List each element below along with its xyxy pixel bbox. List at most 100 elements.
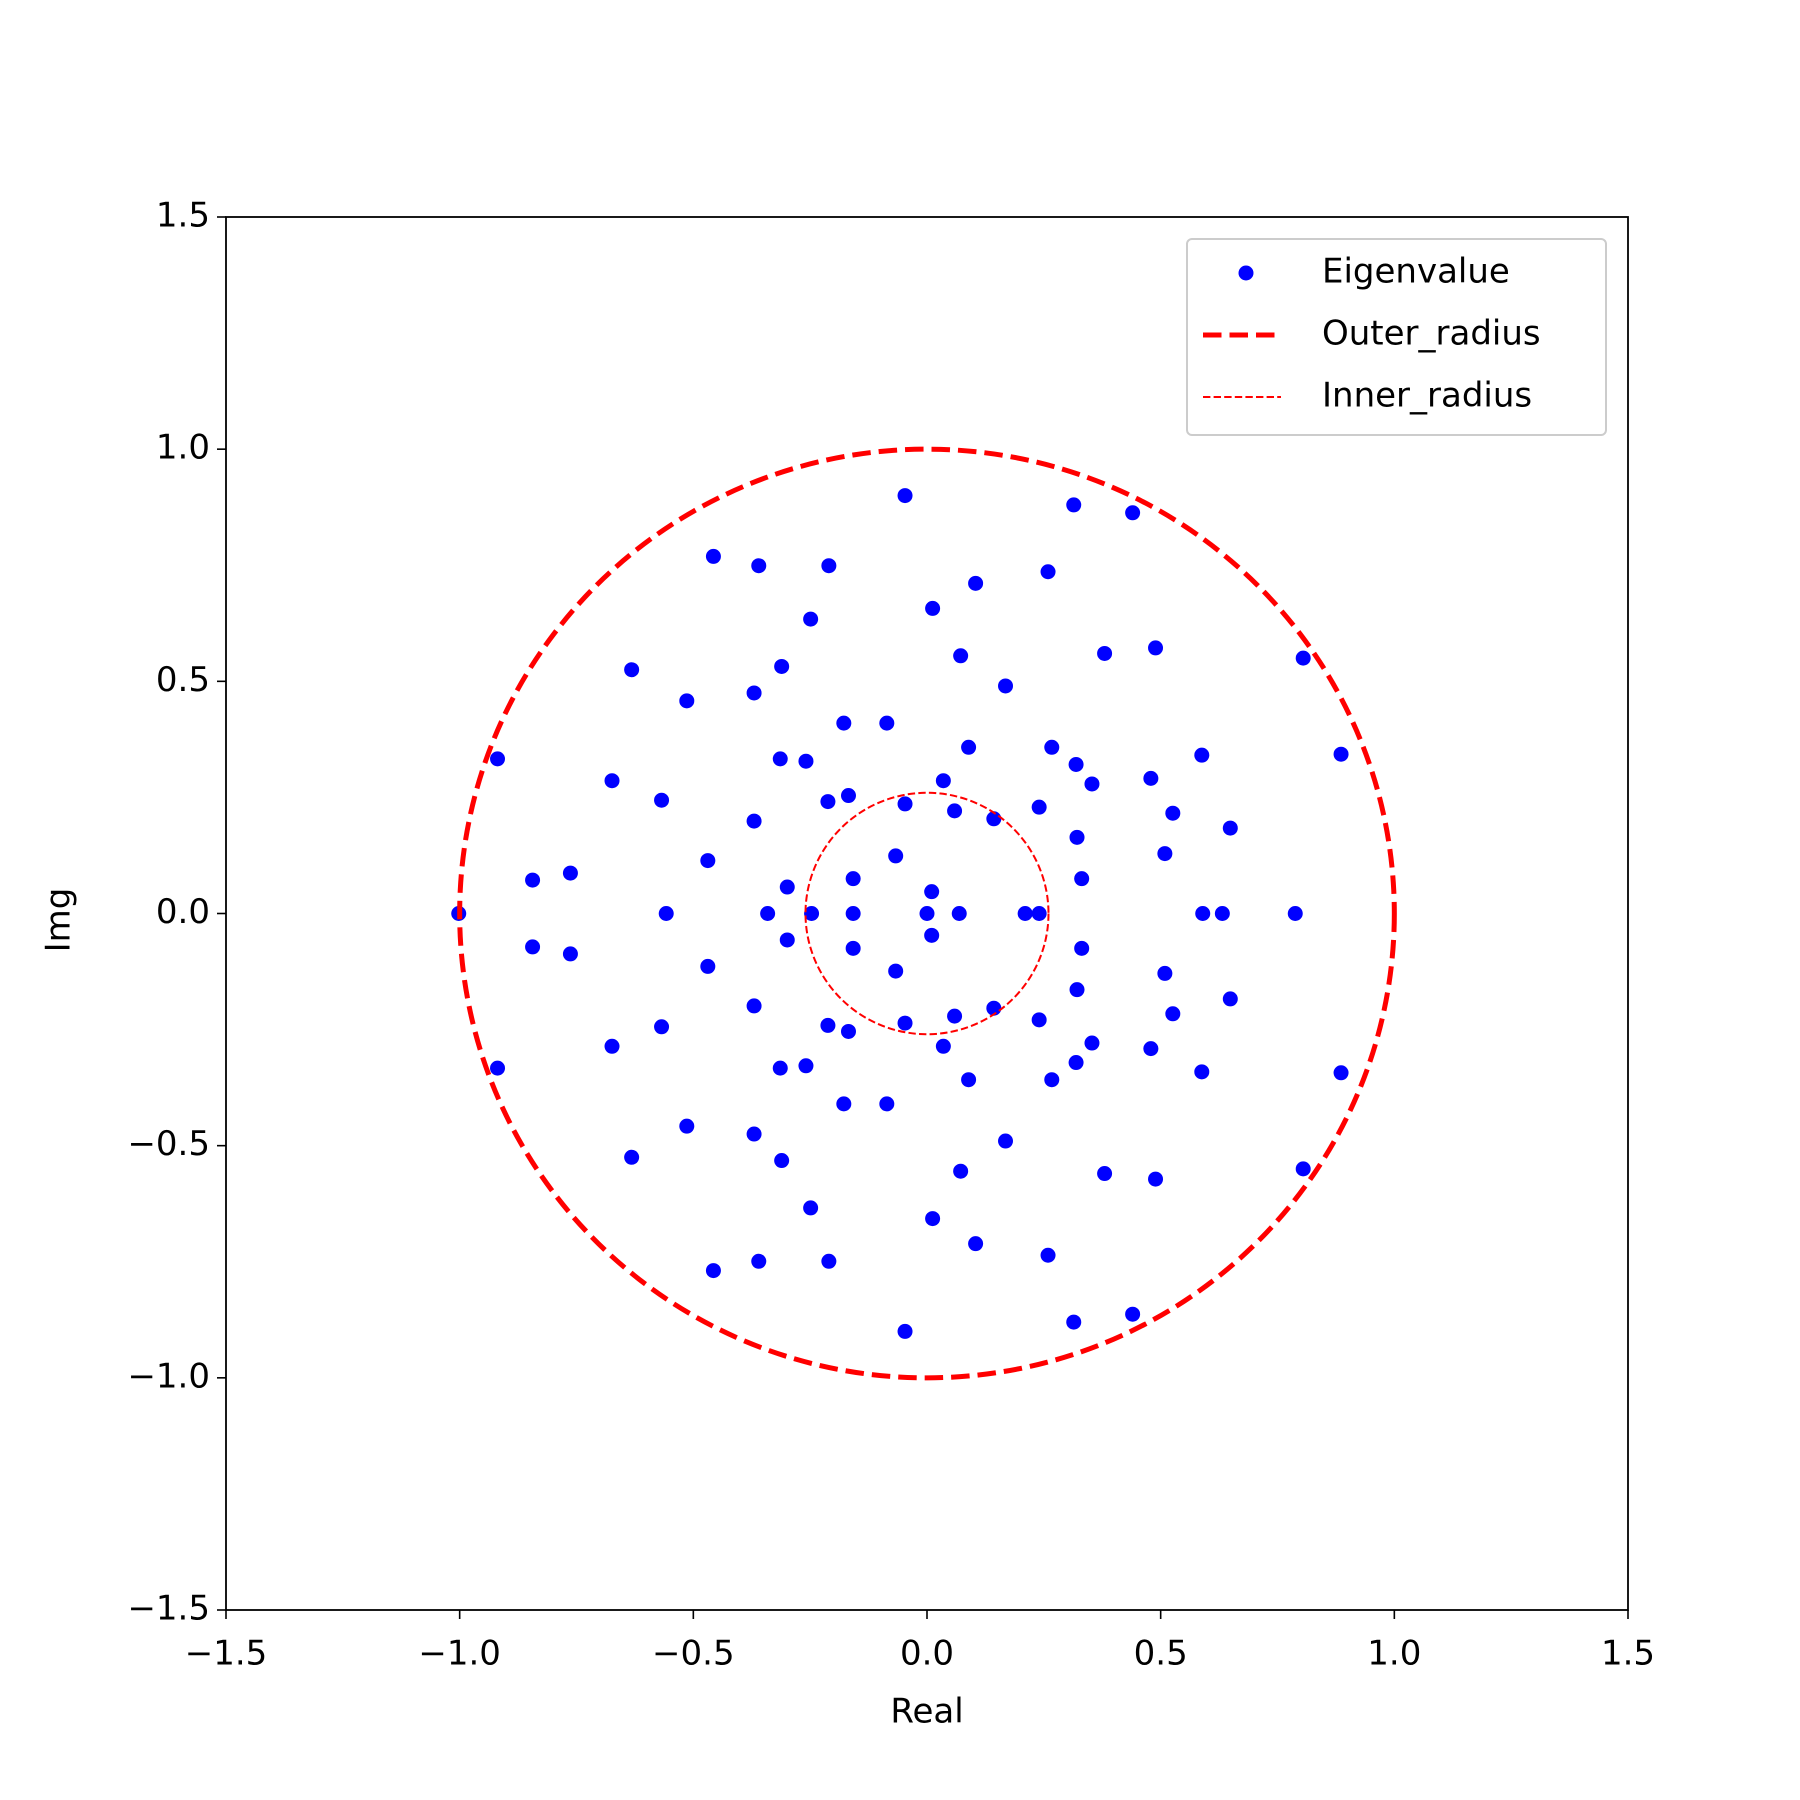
eigenvalue-point bbox=[1031, 799, 1047, 815]
eigenvalue-point bbox=[968, 575, 984, 591]
eigenvalue-point bbox=[1295, 650, 1311, 666]
x-tick-label: −0.5 bbox=[652, 1634, 735, 1674]
x-tick-label: 0.5 bbox=[1134, 1634, 1188, 1674]
eigenvalue-point bbox=[658, 906, 674, 921]
eigenvalue-point bbox=[1295, 1161, 1311, 1177]
eigenvalue-point bbox=[986, 811, 1002, 827]
eigenvalue-point bbox=[1333, 1065, 1349, 1081]
eigenvalue-point bbox=[968, 1236, 984, 1252]
eigenvalue-point bbox=[1194, 1064, 1210, 1080]
eigenvalue-point bbox=[1031, 1012, 1047, 1028]
eigenvalue-point bbox=[836, 1096, 852, 1112]
eigenvalue-point bbox=[562, 946, 578, 962]
eigenvalue-point bbox=[746, 685, 762, 701]
eigenvalue-point bbox=[1044, 1072, 1060, 1088]
eigenvalue-point bbox=[1222, 820, 1238, 836]
eigenvalue-point bbox=[821, 1253, 837, 1269]
eigenvalue-point bbox=[821, 558, 837, 574]
x-tick-label: −1.0 bbox=[418, 1634, 501, 1674]
eigenvalue-point bbox=[1165, 805, 1181, 821]
eigenvalue-point bbox=[953, 648, 969, 664]
eigenvalue-point bbox=[1125, 505, 1141, 521]
y-tick-label: 1.5 bbox=[156, 196, 210, 236]
eigenvalue-point bbox=[803, 611, 819, 627]
y-tick-label: −0.5 bbox=[127, 1124, 210, 1164]
eigenvalue-point bbox=[700, 853, 716, 869]
eigenvalue-point bbox=[798, 1058, 814, 1074]
eigenvalue-point bbox=[1084, 1035, 1100, 1051]
radius-circle bbox=[804, 791, 1050, 1036]
eigenvalue-point bbox=[779, 879, 795, 895]
eigenvalue-point bbox=[836, 715, 852, 731]
eigenvalue-point bbox=[845, 940, 861, 956]
eigenvalue-point bbox=[820, 1017, 836, 1033]
eigenvalue-point bbox=[746, 813, 762, 829]
eigenvalue-point bbox=[624, 1149, 640, 1165]
eigenvalue-point bbox=[1084, 776, 1100, 792]
eigenvalue-point bbox=[879, 715, 895, 731]
x-axis-label: Real bbox=[890, 1692, 963, 1732]
eigenvalue-point bbox=[1222, 991, 1238, 1007]
eigenvalue-point bbox=[1069, 829, 1085, 845]
eigenvalue-point bbox=[1068, 1055, 1084, 1071]
eigenvalue-point bbox=[1157, 965, 1173, 981]
eigenvalue-point bbox=[1040, 1247, 1056, 1263]
eigenvalue-point bbox=[998, 678, 1014, 694]
legend-swatch bbox=[1238, 265, 1254, 281]
eigenvalue-point bbox=[1066, 497, 1082, 513]
y-tick-label: 0.0 bbox=[156, 892, 210, 932]
eigenvalue-point bbox=[1143, 1041, 1159, 1057]
plot-frame bbox=[225, 216, 1629, 1611]
eigenvalue-point bbox=[1148, 640, 1164, 656]
eigenvalue-point bbox=[935, 773, 951, 789]
eigenvalue-point bbox=[1125, 1306, 1141, 1322]
x-tick-label: 1.5 bbox=[1601, 1634, 1655, 1674]
eigenvalue-point bbox=[760, 906, 776, 921]
eigenvalue-point bbox=[897, 488, 913, 504]
eigenvalue-point bbox=[1069, 982, 1085, 998]
eigenvalue-point bbox=[1097, 1166, 1113, 1182]
eigenvalue-point bbox=[1040, 564, 1056, 580]
legend-label: Inner_radius bbox=[1322, 376, 1532, 416]
eigenvalue-point bbox=[654, 792, 670, 808]
eigenvalue-point bbox=[751, 1253, 767, 1269]
plot-area bbox=[451, 446, 1397, 1381]
eigenvalue-point bbox=[490, 751, 506, 767]
eigenvalue-point bbox=[888, 848, 904, 864]
eigenvalue-point bbox=[798, 753, 814, 769]
radius-circle bbox=[457, 446, 1397, 1381]
legend-label: Outer_radius bbox=[1322, 314, 1541, 354]
eigenvalue-point bbox=[879, 1096, 895, 1112]
legend-box bbox=[1186, 238, 1607, 436]
eigenvalue-point bbox=[919, 906, 935, 921]
legend-label: Eigenvalue bbox=[1322, 252, 1510, 292]
x-tick-label: −1.5 bbox=[185, 1634, 268, 1674]
eigenvalue-point bbox=[820, 794, 836, 810]
eigenvalue-point bbox=[1333, 746, 1349, 762]
eigenvalue-point bbox=[1066, 1314, 1082, 1330]
eigenvalue-point bbox=[951, 906, 967, 921]
eigenvalue-point bbox=[888, 963, 904, 979]
eigenvalue-point bbox=[925, 1211, 941, 1227]
eigenvalue-point bbox=[845, 871, 861, 887]
eigenvalue-point bbox=[961, 1072, 977, 1088]
y-tick-label: −1.0 bbox=[127, 1356, 210, 1396]
eigenvalue-point bbox=[624, 662, 640, 678]
eigenvalue-point bbox=[705, 548, 721, 564]
eigenvalue-point bbox=[1195, 906, 1211, 921]
eigenvalue-point bbox=[772, 751, 788, 767]
eigenvalue-point bbox=[1287, 906, 1303, 921]
eigenvalue-point bbox=[998, 1133, 1014, 1149]
x-tick-label: 0.0 bbox=[900, 1634, 954, 1674]
eigenvalue-point bbox=[774, 658, 790, 674]
eigenvalue-point bbox=[840, 788, 856, 804]
eigenvalue-point bbox=[803, 1200, 819, 1216]
eigenvalue-point bbox=[1214, 906, 1230, 921]
y-tick-label: −1.5 bbox=[127, 1589, 210, 1629]
eigenvalue-point bbox=[840, 1023, 856, 1039]
eigenvalue-point bbox=[1074, 940, 1090, 956]
eigenvalue-point bbox=[772, 1060, 788, 1076]
eigenvalue-point bbox=[1074, 871, 1090, 887]
eigenvalue-point bbox=[604, 773, 620, 789]
